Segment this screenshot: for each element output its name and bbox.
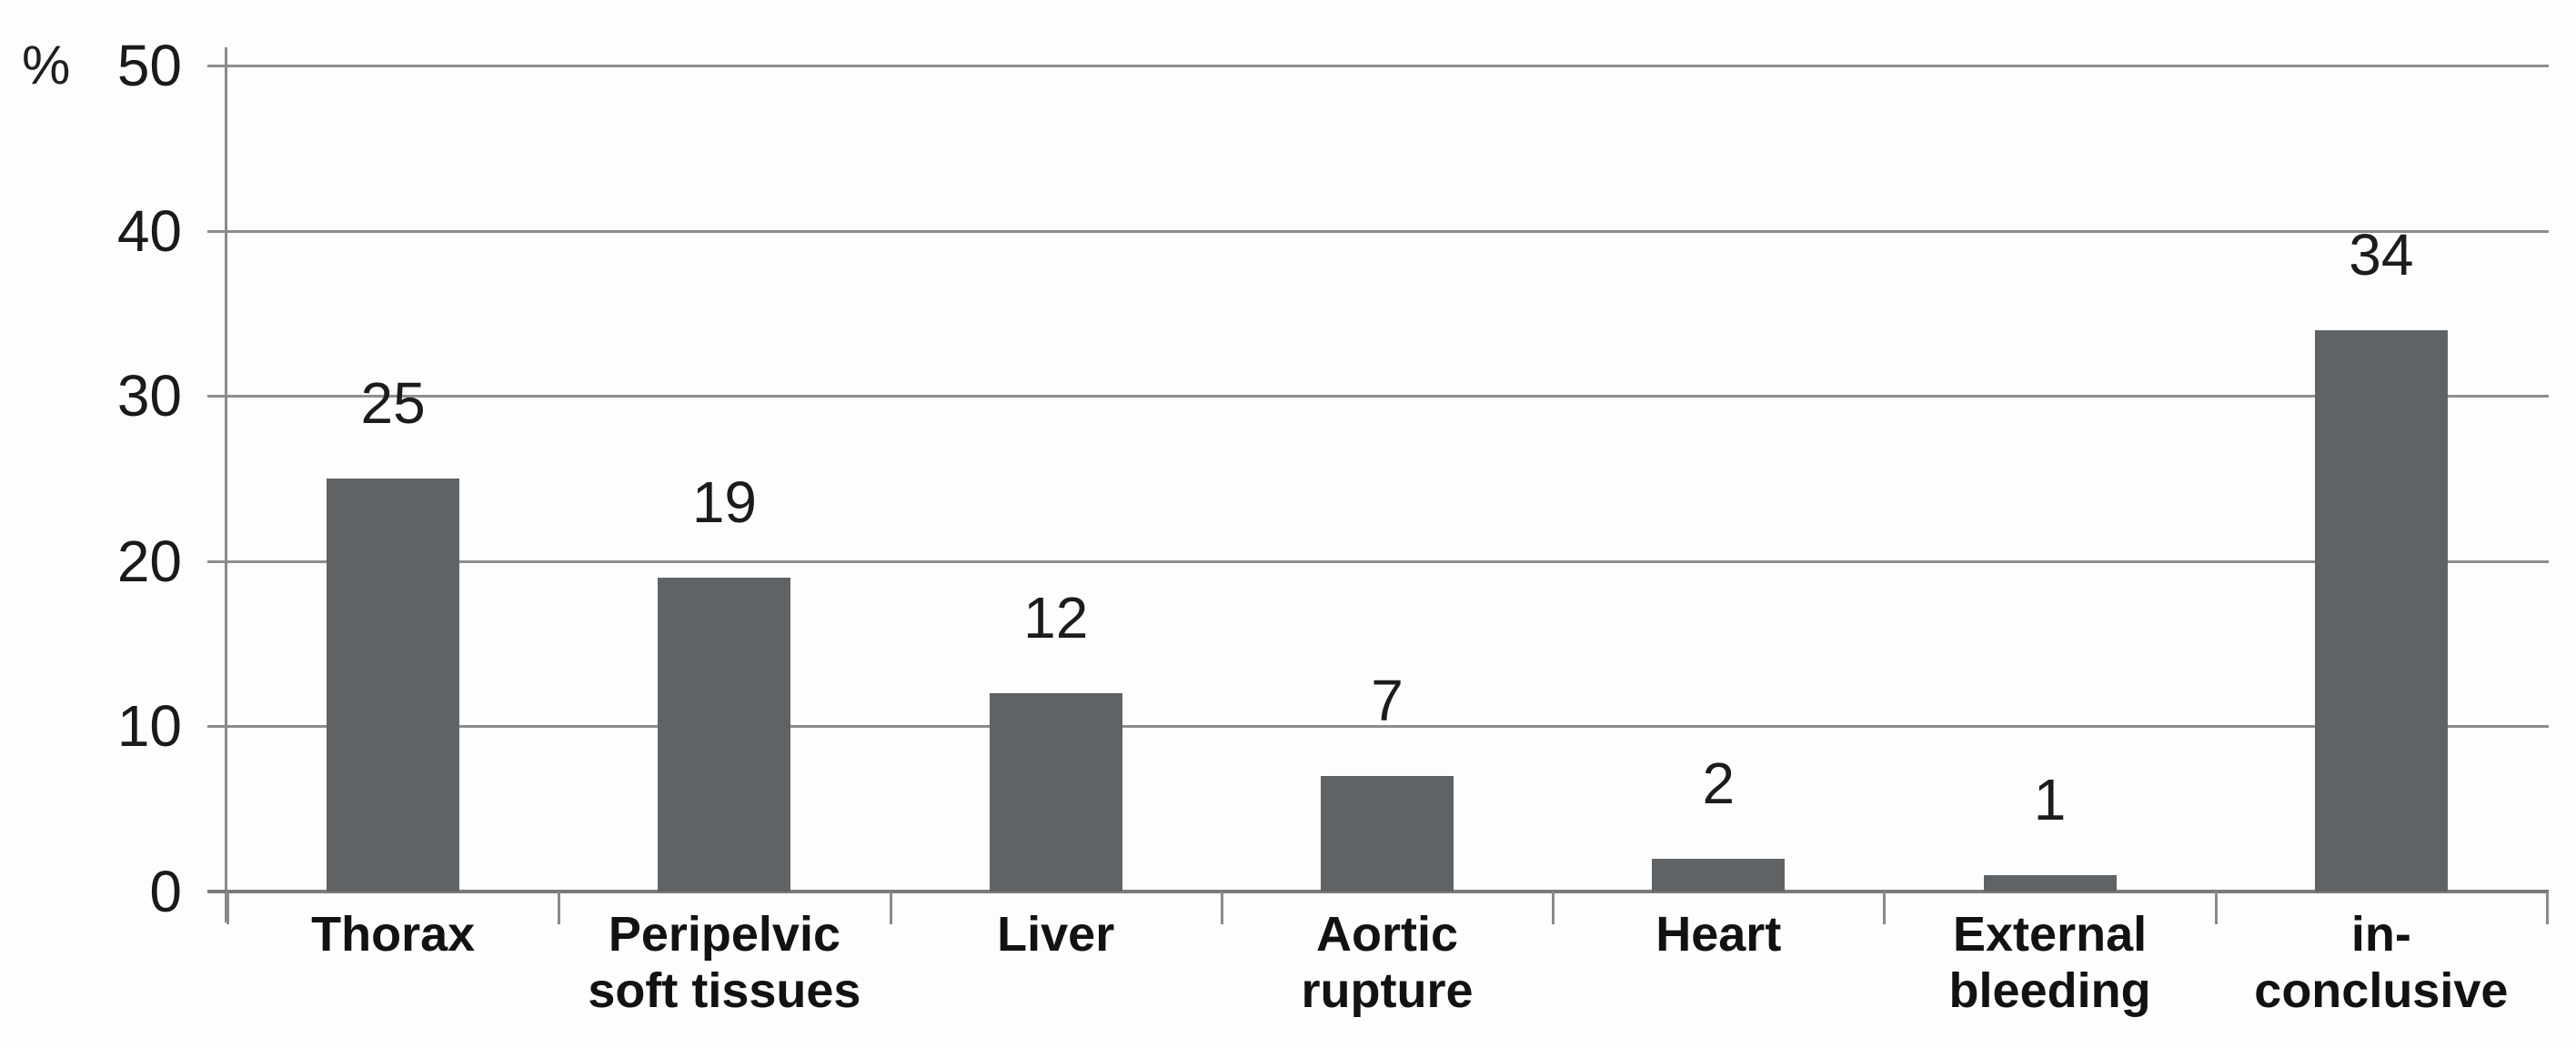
x-axis-category-label: External bleeding <box>1948 907 2151 1018</box>
x-axis-tick <box>2214 892 2218 924</box>
y-axis-tick-label: 40 <box>116 197 182 264</box>
x-axis-category-label: Aortic rupture <box>1301 907 1474 1018</box>
bar-value-label: 2 <box>1702 751 1736 816</box>
x-axis-category-label: Liver <box>997 907 1115 962</box>
x-axis-tick <box>1552 892 1555 924</box>
bar-column: 7 <box>1222 0 1553 892</box>
y-axis-tick-label: 10 <box>116 693 182 760</box>
x-axis-category-label: Heart <box>1655 907 1782 962</box>
bar <box>989 693 1122 892</box>
bar <box>1320 776 1454 892</box>
bar-value-label: 34 <box>2349 222 2414 287</box>
gridline <box>227 229 2549 233</box>
y-axis-tick-label: 20 <box>116 528 182 594</box>
bar-value-label: 1 <box>2033 767 2067 832</box>
x-axis-tick <box>889 892 892 924</box>
bar-column: 1 <box>1884 0 2215 892</box>
gridline <box>227 65 2549 67</box>
bar-column: 2 <box>1553 0 1884 892</box>
bar-value-label: 19 <box>691 469 758 535</box>
bar-value-label: 7 <box>1371 668 1404 733</box>
x-axis-category-label: Thorax <box>311 907 476 962</box>
gridline <box>227 395 2549 398</box>
bar <box>2314 330 2448 892</box>
x-axis-category-label: Peripelvic soft tissues <box>588 907 861 1018</box>
bar <box>658 578 791 892</box>
y-axis-tick <box>207 229 227 233</box>
y-axis-tick-label: 0 <box>149 859 182 924</box>
x-axis-tick <box>226 892 229 924</box>
y-axis-unit-label: % <box>22 35 71 96</box>
bar-column: 25 <box>227 0 558 892</box>
y-axis-tick-label: 30 <box>116 363 182 429</box>
x-axis-tick <box>1220 892 1223 924</box>
bar-value-label: 25 <box>360 370 426 436</box>
bar <box>1652 859 1786 892</box>
y-axis-line <box>225 47 227 922</box>
bar <box>1983 875 2117 892</box>
y-axis-tick <box>207 65 227 67</box>
gridline <box>227 725 2549 729</box>
bar-column: 12 <box>891 0 1222 892</box>
y-axis-tick-label: 50 <box>116 33 182 98</box>
y-axis-tick <box>207 725 227 729</box>
x-axis-category-label: in- conclusive <box>2254 907 2509 1018</box>
x-axis-tick <box>558 892 561 924</box>
y-axis-tick <box>207 395 227 398</box>
bar-column: 19 <box>558 0 890 892</box>
bar-value-label: 12 <box>1023 585 1089 650</box>
x-axis-line <box>207 890 2549 893</box>
x-axis-tick <box>2546 892 2549 924</box>
y-axis-tick <box>207 559 227 563</box>
bar-column: 34 <box>2216 0 2547 892</box>
x-axis-tick <box>1883 892 1887 924</box>
bar <box>327 479 460 892</box>
gridline <box>227 559 2549 563</box>
